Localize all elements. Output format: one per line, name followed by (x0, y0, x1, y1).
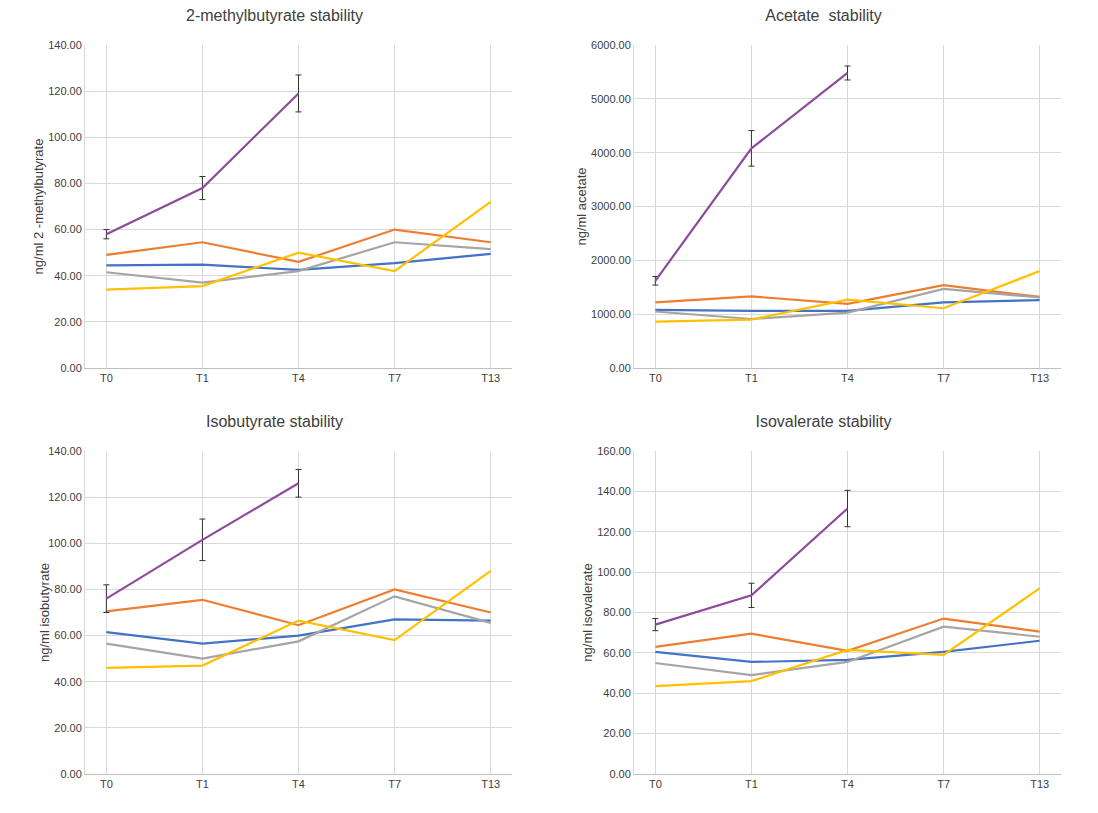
svg-text:60.00: 60.00 (54, 223, 82, 235)
svg-text:100.00: 100.00 (48, 537, 82, 549)
svg-text:60.00: 60.00 (54, 629, 82, 641)
svg-text:T0: T0 (100, 778, 113, 790)
svg-text:T7: T7 (388, 778, 401, 790)
svg-text:T0: T0 (649, 778, 662, 790)
svg-text:ng/ml acetate: ng/ml acetate (574, 167, 589, 245)
svg-text:T13: T13 (1030, 372, 1049, 384)
svg-text:20.00: 20.00 (54, 722, 82, 734)
svg-text:ng/ml isovalerate: ng/ml isovalerate (580, 563, 595, 661)
svg-text:2000.00: 2000.00 (591, 254, 631, 266)
svg-text:3000.00: 3000.00 (591, 200, 631, 212)
svg-text:T1: T1 (745, 778, 758, 790)
svg-text:80.00: 80.00 (603, 606, 631, 618)
svg-text:140.00: 140.00 (48, 39, 82, 51)
svg-text:T4: T4 (292, 778, 305, 790)
svg-text:0.00: 0.00 (60, 768, 81, 780)
svg-text:ng/ml 2 -methylbutyrate: ng/ml 2 -methylbutyrate (31, 139, 46, 275)
svg-text:60.00: 60.00 (603, 647, 631, 659)
svg-text:20.00: 20.00 (603, 727, 631, 739)
svg-text:Isovalerate stability: Isovalerate stability (755, 413, 891, 430)
svg-text:T13: T13 (1030, 778, 1049, 790)
svg-text:T13: T13 (481, 372, 500, 384)
svg-text:20.00: 20.00 (54, 316, 82, 328)
svg-text:Acetate stability: Acetate stability (765, 7, 882, 24)
svg-text:0.00: 0.00 (60, 362, 81, 374)
svg-text:40.00: 40.00 (54, 270, 82, 282)
svg-text:120.00: 120.00 (48, 491, 82, 503)
svg-text:Isobutyrate stability: Isobutyrate stability (206, 413, 343, 430)
svg-text:100.00: 100.00 (597, 566, 631, 578)
svg-text:T7: T7 (937, 372, 950, 384)
svg-text:ng/ml isobutyrate: ng/ml isobutyrate (37, 563, 52, 662)
svg-text:40.00: 40.00 (603, 687, 631, 699)
svg-text:4000.00: 4000.00 (591, 147, 631, 159)
svg-text:5000.00: 5000.00 (591, 93, 631, 105)
svg-text:1000.00: 1000.00 (591, 308, 631, 320)
svg-text:T1: T1 (196, 778, 209, 790)
svg-text:140.00: 140.00 (48, 445, 82, 457)
svg-text:T1: T1 (196, 372, 209, 384)
svg-text:T4: T4 (292, 372, 305, 384)
svg-text:0.00: 0.00 (609, 362, 630, 374)
svg-text:6000.00: 6000.00 (591, 39, 631, 51)
svg-text:T13: T13 (481, 778, 500, 790)
svg-text:80.00: 80.00 (54, 583, 82, 595)
svg-text:0.00: 0.00 (609, 768, 630, 780)
svg-text:T1: T1 (745, 372, 758, 384)
svg-text:2-methylbutyrate stability: 2-methylbutyrate stability (186, 7, 363, 24)
svg-text:40.00: 40.00 (54, 676, 82, 688)
svg-text:T4: T4 (841, 778, 854, 790)
svg-text:140.00: 140.00 (597, 485, 631, 497)
svg-text:T7: T7 (388, 372, 401, 384)
svg-text:100.00: 100.00 (48, 131, 82, 143)
svg-text:80.00: 80.00 (54, 177, 82, 189)
svg-text:T0: T0 (100, 372, 113, 384)
svg-text:160.00: 160.00 (597, 445, 631, 457)
svg-text:T7: T7 (937, 778, 950, 790)
svg-text:120.00: 120.00 (597, 526, 631, 538)
svg-text:T4: T4 (841, 372, 854, 384)
svg-text:T0: T0 (649, 372, 662, 384)
svg-text:120.00: 120.00 (48, 85, 82, 97)
